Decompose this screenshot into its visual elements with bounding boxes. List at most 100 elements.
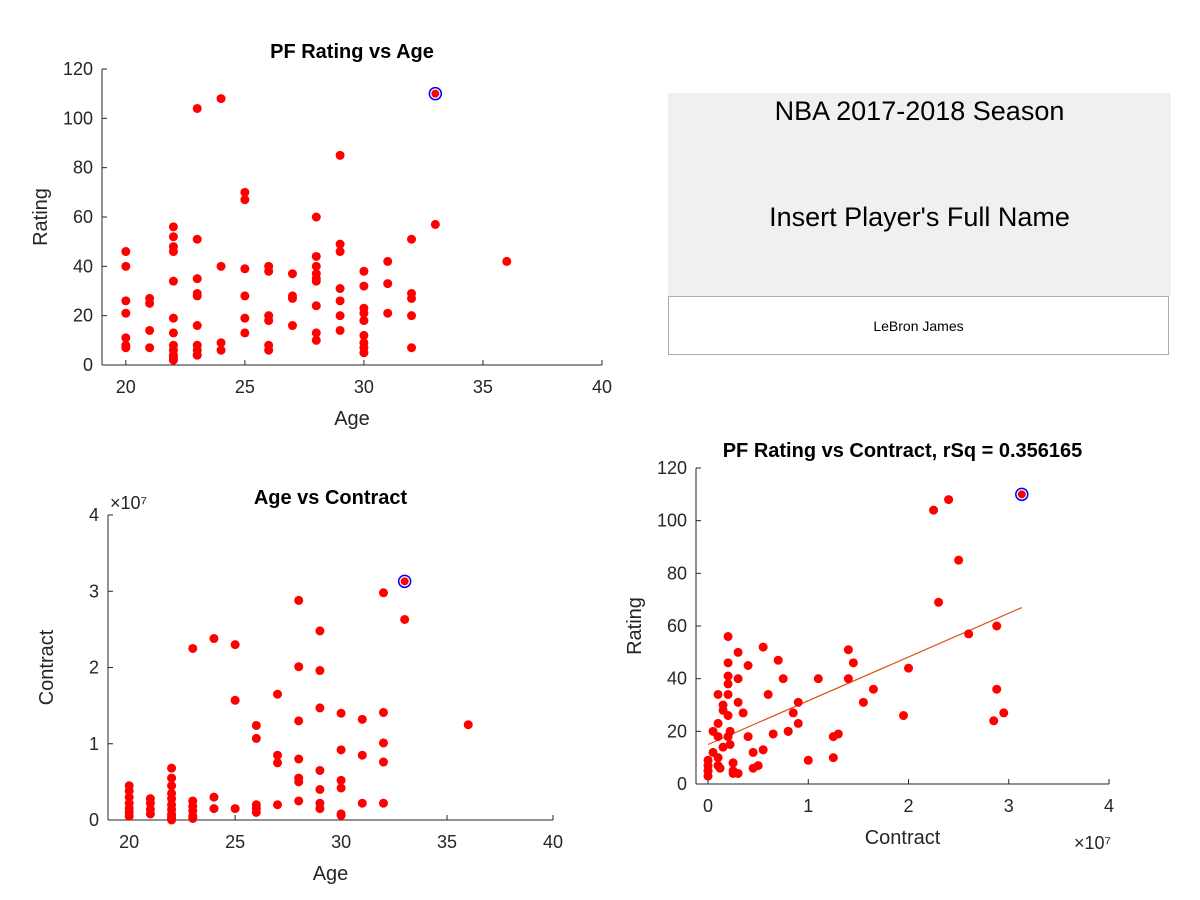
data-point: [311, 261, 321, 271]
data-point: [167, 773, 177, 783]
data-point: [168, 276, 178, 286]
data-point: [121, 296, 131, 306]
data-point: [725, 740, 735, 749]
x-tick-label: 20: [116, 377, 136, 397]
data-point: [168, 328, 178, 338]
highlight-ring: [428, 86, 443, 101]
data-point: [723, 658, 733, 668]
data-point: [992, 621, 1002, 631]
data-point: [315, 666, 325, 676]
data-point: [240, 291, 250, 301]
data-point: [240, 328, 250, 338]
data-point: [378, 707, 388, 717]
data-point: [723, 732, 733, 742]
data-point: [728, 758, 738, 768]
x-axis-label: Age: [313, 863, 349, 885]
data-point: [713, 718, 723, 728]
y-tick-label: 1: [89, 734, 99, 754]
data-point: [294, 595, 304, 605]
highlight-point: [1017, 490, 1026, 499]
data-point: [251, 733, 261, 743]
data-point: [145, 343, 155, 353]
data-point: [758, 642, 768, 652]
data-point: [230, 804, 240, 814]
data-point: [294, 754, 304, 764]
data-point: [192, 321, 202, 331]
data-point: [216, 261, 226, 271]
title-panel: NBA 2017-2018 Season Insert Player's Ful…: [668, 93, 1171, 296]
data-point: [273, 758, 283, 768]
data-point: [335, 247, 345, 257]
data-point: [209, 804, 219, 814]
data-point: [828, 732, 838, 742]
exponent-label: ×10⁷: [1074, 833, 1111, 853]
data-point: [944, 495, 954, 505]
highlight-ring: [1015, 487, 1029, 502]
data-point: [315, 804, 325, 814]
x-axis-label: Age: [334, 408, 370, 430]
y-tick-label: 60: [667, 616, 687, 636]
data-point: [359, 308, 369, 318]
data-point: [294, 777, 304, 787]
data-point: [828, 753, 838, 763]
data-point: [803, 755, 813, 765]
data-point: [311, 212, 321, 222]
data-point: [357, 798, 367, 808]
data-point: [768, 729, 778, 739]
data-point: [773, 655, 783, 665]
data-point: [287, 321, 297, 331]
x-tick-label: 2: [904, 796, 914, 816]
panel-subtitle: Insert Player's Full Name: [769, 202, 1070, 232]
data-point: [378, 588, 388, 598]
data-point: [359, 281, 369, 291]
x-tick-label: 25: [225, 832, 245, 852]
data-point: [703, 755, 713, 765]
x-tick-label: 30: [331, 832, 351, 852]
data-point: [264, 316, 274, 326]
data-point: [273, 800, 283, 810]
chart-title: PF Rating vs Age: [270, 41, 434, 63]
x-tick-label: 3: [1004, 796, 1014, 816]
data-point: [954, 555, 964, 565]
data-point: [378, 738, 388, 748]
data-point: [311, 328, 321, 338]
player-name-field[interactable]: LeBron James: [668, 296, 1169, 355]
data-point: [868, 684, 878, 694]
data-point: [145, 325, 155, 335]
data-point: [713, 689, 723, 699]
data-point: [703, 766, 713, 776]
y-tick-label: 100: [63, 108, 93, 128]
data-point: [121, 247, 131, 257]
data-point: [733, 697, 743, 707]
data-point: [294, 796, 304, 806]
data-point: [335, 150, 345, 160]
data-point: [336, 745, 346, 755]
data-point: [216, 338, 226, 348]
data-point: [287, 269, 297, 279]
data-point: [723, 679, 733, 689]
data-point: [793, 697, 803, 707]
chart-title: PF Rating vs Contract, rSq = 0.356165: [723, 440, 1083, 462]
data-point: [463, 720, 473, 730]
highlight-point: [400, 577, 409, 586]
y-tick-label: 3: [89, 581, 99, 601]
x-tick-label: 20: [119, 832, 139, 852]
data-point: [273, 750, 283, 760]
data-point: [407, 293, 417, 303]
data-point: [359, 348, 369, 358]
data-point: [748, 747, 758, 757]
data-point: [843, 674, 853, 684]
data-point: [733, 647, 743, 657]
data-point: [788, 708, 798, 718]
data-point: [378, 757, 388, 767]
data-point: [167, 815, 177, 825]
data-point: [335, 284, 345, 294]
data-point: [929, 505, 939, 515]
y-tick-label: 120: [657, 458, 687, 478]
data-point: [713, 753, 723, 763]
y-tick-label: 40: [73, 256, 93, 276]
data-point: [743, 661, 753, 670]
data-point: [192, 274, 202, 284]
data-point: [230, 695, 240, 705]
data-point: [999, 708, 1009, 718]
